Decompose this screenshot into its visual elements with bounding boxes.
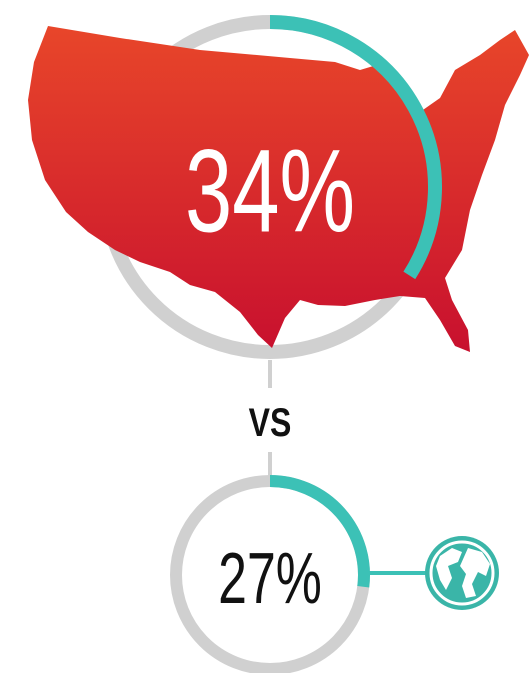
vs-label: VS: [249, 399, 292, 444]
progress-arc: [269, 15, 442, 280]
usa-map: [28, 26, 529, 352]
progress-arc: [269, 475, 370, 588]
percent-label: 34%: [185, 125, 355, 257]
percent-label: 27%: [218, 539, 322, 619]
globe-icon: [425, 536, 499, 610]
